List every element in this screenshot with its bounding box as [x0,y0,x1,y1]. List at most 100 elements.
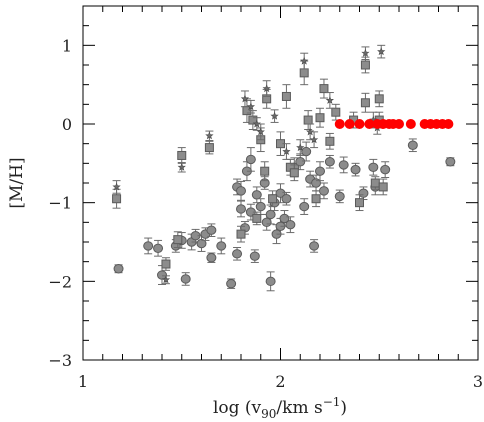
square-point [374,90,384,108]
marker-star [325,96,334,104]
marker-circle [358,188,369,198]
marker-square [161,259,171,269]
circle-point [275,183,286,204]
y-tick-label: 1 [62,36,72,55]
square-point [173,231,183,249]
marker-square [331,107,341,117]
marker-square [311,194,321,204]
red-circle-point [405,119,416,129]
marker-circle [275,188,286,198]
circle-point [334,189,345,204]
y-tick-labels: 1 0 −1 −2 −3 [48,36,72,370]
square-point [268,190,278,208]
red-circle-point [443,119,454,129]
marker-circle [113,264,124,274]
circle-point [153,239,164,257]
square-point [161,257,171,271]
marker-square [177,150,187,160]
square-point [276,131,285,156]
star-point [325,92,334,109]
circle-point [180,272,191,286]
y-tick-label: 0 [62,115,72,134]
y-tick-label: −1 [48,194,72,213]
marker-square [173,235,183,245]
marker-circle [216,241,227,251]
x-tick-labels: 1 2 3 [78,372,483,391]
square-point [289,164,299,182]
marker-circle [380,164,391,175]
star-point [240,90,250,108]
circle-point [380,161,391,178]
circle-point [206,223,217,237]
star-point [296,139,305,156]
marker-red-circle [394,119,404,129]
data-points [112,44,456,292]
red-circle-point [364,119,375,129]
marker-red-circle [443,119,454,129]
star-point [256,123,265,141]
x-axis-label-end: ) [340,398,347,418]
marker-square [319,84,329,94]
marker-circle [368,162,379,172]
marker-circle [318,186,329,196]
star-point [377,44,386,59]
circle-point [350,162,361,177]
marker-circle [206,225,217,235]
star-point [177,162,186,173]
circle-point [226,278,237,289]
star-point [282,143,291,160]
square-point [252,211,262,226]
circle-point [285,216,296,234]
marker-star [300,56,309,65]
circle-point [299,198,310,215]
square-point [355,194,364,212]
marker-square [260,166,270,176]
marker-square [204,143,214,153]
marker-red-circle [354,119,365,129]
circle-point [265,271,276,292]
red-circle-point [344,119,355,129]
circle-point [232,247,243,261]
circle-point [338,156,349,174]
marker-star [296,143,305,152]
marker-circle [265,209,276,220]
marker-circle [285,219,296,230]
marker-square [281,91,291,101]
star-point [161,275,171,285]
marker-circle [334,191,345,202]
square-point [325,132,335,150]
circle-point [261,213,272,231]
marker-circle [350,164,361,175]
marker-circle [157,270,167,280]
marker-star [112,182,121,191]
marker-circle [236,204,246,214]
marker-red-circle [364,119,375,129]
marker-square [378,182,388,192]
marker-circle [301,146,312,157]
circle-point [279,210,290,227]
star-point [270,109,279,123]
marker-square [252,213,262,223]
square-point [303,110,313,131]
circle-point [309,239,320,253]
marker-square [325,136,335,146]
marker-circle [226,278,237,289]
marker-circle [299,201,310,212]
marker-circle [245,154,256,165]
marker-circle [261,217,272,228]
marker-square [289,168,299,178]
star-point [300,52,309,70]
circle-point [249,249,260,263]
circle-point [301,141,312,162]
x-axis-label-mid: /km s [276,398,322,418]
x-axis-label-sub: 90 [261,407,276,421]
circle-point [206,252,217,263]
square-point [360,92,370,113]
x-axis-label-sup: −1 [323,395,341,409]
red-circle-point [354,119,365,129]
marker-red-circle [334,119,345,129]
square-point [281,84,291,109]
marker-circle [153,243,164,253]
marker-star [256,127,265,136]
